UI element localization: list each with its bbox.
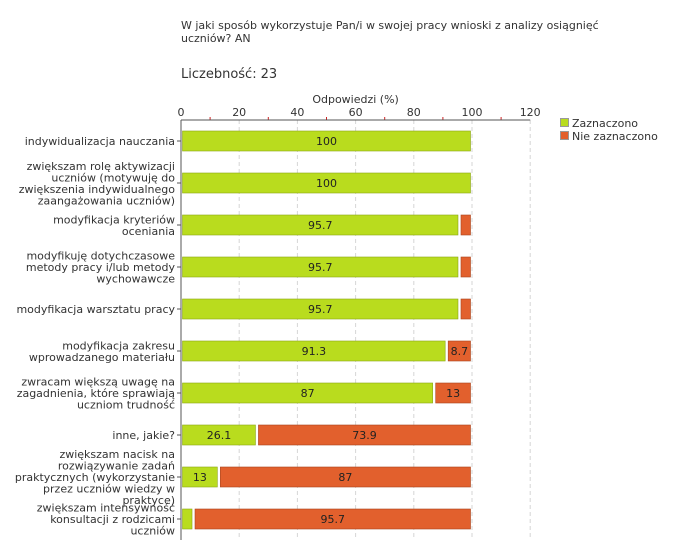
survey-question: W jaki sposób wykorzystuje Pan/i w swoje… [181,19,599,45]
legend-swatch-selected [560,118,569,127]
x-tick-label: 20 [232,106,246,119]
category-label: zwiększam rolę aktywizacji uczniów (motyw… [19,160,176,208]
category-label-line: indywidualizacja nauczania [25,135,175,148]
category-label: zwiększam nacisk na rozwiązywanie zadań pr… [15,448,175,507]
category-label-line: praktyce) [122,494,175,507]
bar-value-label: 100 [316,135,337,148]
bar-selected [182,256,459,278]
category-label-line: zwiększam nacisk na [59,448,175,461]
bar-not-selected [460,256,471,278]
bar-value-label: 95.7 [321,513,346,526]
category-label-line: modyfikacja kryteriów [53,213,175,226]
category-label-line: zwiększam intensywność [37,502,175,515]
category-label-line: zwiększenia indywidualnego [19,183,176,196]
bar-value-label: 8.7 [451,345,469,358]
category-label-line: wprowadzanego materiału [29,351,175,364]
bar-not-selected [435,382,471,404]
bar-selected [182,340,446,362]
bar-value-label: 100 [316,177,337,190]
category-label: modyfikacja kryteriów oceniania [53,213,175,238]
category-label-line: rozwiązywanie zadań [58,460,175,473]
bar-value-label: 95.7 [308,261,333,274]
bar-value-label: 91.3 [302,345,327,358]
bar-not-selected [447,340,471,362]
legend-item-selected: Zaznaczono [560,117,638,130]
count-label: Liczebność: [181,67,257,82]
bar-not-selected [258,424,471,446]
bar-value-label: 26.1 [207,429,232,442]
category-label-line: modyfikacja warsztatu pracy [16,303,175,316]
bar-value-label: 87 [338,471,352,484]
bar-not-selected [194,508,471,530]
bar-selected [182,130,471,152]
category-label-line: przez uczniów wiedzy w [43,483,175,496]
category-label-line: zagadnienia, które sprawiają [17,387,176,400]
bar-value-label: 95.7 [308,219,333,232]
category-label: modyfikacja warsztatu pracy [16,303,175,316]
count-value: 23 [260,67,278,82]
x-tick-label: 40 [290,106,304,119]
category-label-line: inne, jakie? [112,429,175,442]
legend-swatch-not-selected [560,131,569,140]
bar-selected [182,214,459,236]
bar-selected [182,172,471,194]
category-label-line: uczniów (motywuję do [51,171,175,184]
bar-value-label: 95.7 [308,303,333,316]
bar-not-selected [460,298,471,320]
axis-title: Odpowiedzi (%) [312,93,399,106]
category-label-line: wychowawcze [96,273,175,286]
bar-selected [182,382,433,404]
category-label-line: zwiększam rolę aktywizacji [27,160,175,173]
x-tick-label: 100 [462,106,483,119]
legend-label-not-selected: Nie zaznaczono [572,130,658,143]
bar-not-selected [460,214,471,236]
category-label: zwracam większą uwagę na zagadnienia, któ… [17,376,176,412]
category-label-line: uczniom trudność [77,399,175,412]
bar-selected [182,424,256,446]
x-tick-label: 120 [520,106,541,119]
category-label: inne, jakie? [112,429,175,442]
bar-not-selected [220,466,471,488]
category-label: indywidualizacja nauczania [25,135,175,148]
bar-value-label: 13 [193,471,207,484]
category-label: modyfikacja zakresu wprowadzanego materia… [29,339,175,364]
category-label-line: zaangażowania uczniów) [38,194,175,207]
sample-count: Liczebność: 23 [181,67,277,82]
legend-item-not-selected: Nie zaznaczono [560,130,658,143]
category-label: modyfikuję dotychczasowe metody pracy i/l… [26,250,176,286]
x-tick-label: 80 [407,106,421,119]
category-label-line: modyfikuję dotychczasowe [26,250,175,263]
bar-selected [182,508,193,530]
bar-selected [182,298,459,320]
bar-value-label: 13 [446,387,460,400]
category-label-line: metody pracy i/lub metody [26,261,176,274]
category-label-line: modyfikacja zakresu [62,339,175,352]
category-label-line: praktycznych (wykorzystanie [15,471,175,484]
category-label: zwiększam intensywność konsultacji z rodz… [37,502,175,538]
category-label-line: uczniów [130,525,175,538]
x-tick-label: 60 [349,106,363,119]
category-label-line: zwracam większą uwagę na [21,376,175,389]
category-label-line: konsultacji z rodzicami [50,513,175,526]
x-tick-label: 0 [178,106,185,119]
bar-value-label: 73.9 [352,429,377,442]
legend-label-selected: Zaznaczono [572,117,639,130]
bar-value-label: 87 [301,387,315,400]
bar-selected [182,466,218,488]
category-label-line: oceniania [122,225,175,238]
